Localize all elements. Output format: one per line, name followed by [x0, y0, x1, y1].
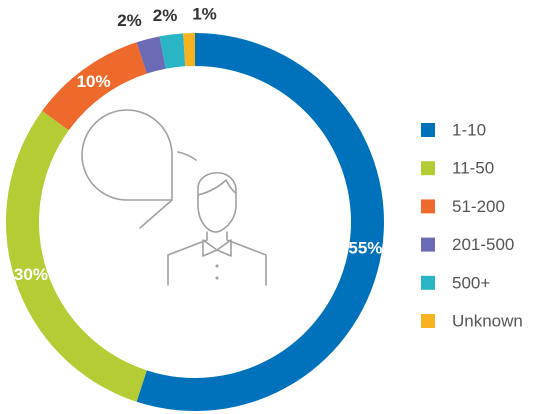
person-body [167, 231, 267, 286]
legend-swatch [421, 199, 435, 214]
person-hair [197, 179, 237, 196]
legend-label: Unknown [452, 311, 523, 330]
center-icon [81, 109, 267, 286]
value-label: 55% [348, 238, 382, 257]
value-label: 1% [192, 5, 217, 24]
pie-icon-cut [139, 199, 173, 229]
pie-icon [81, 109, 173, 201]
donut-segment [159, 33, 186, 69]
legend-label: 11-50 [452, 159, 494, 178]
pie-icon-slice [177, 151, 197, 161]
value-label: 30% [14, 265, 48, 284]
donut-segment [42, 42, 147, 131]
legend-swatch [421, 275, 435, 290]
legend-swatch [421, 237, 435, 252]
value-label: 2% [153, 6, 178, 25]
donut-segment [136, 33, 385, 412]
value-label: 2% [117, 11, 142, 30]
button [215, 276, 219, 280]
donut-segment [136, 36, 166, 74]
legend-label: 201-500 [452, 235, 514, 254]
legend-label: 51-200 [452, 197, 505, 216]
person-bowtie [202, 239, 232, 257]
legend-swatch [421, 314, 435, 328]
legend-swatch [421, 123, 435, 137]
donut-segment [183, 33, 195, 67]
legend-label: 500+ [452, 273, 490, 292]
button [215, 264, 219, 268]
legend-swatch [421, 161, 435, 176]
legend-label: 1-10 [452, 120, 486, 139]
person-head [197, 171, 237, 233]
value-label: 10% [77, 72, 111, 91]
donut-segment [5, 110, 147, 402]
